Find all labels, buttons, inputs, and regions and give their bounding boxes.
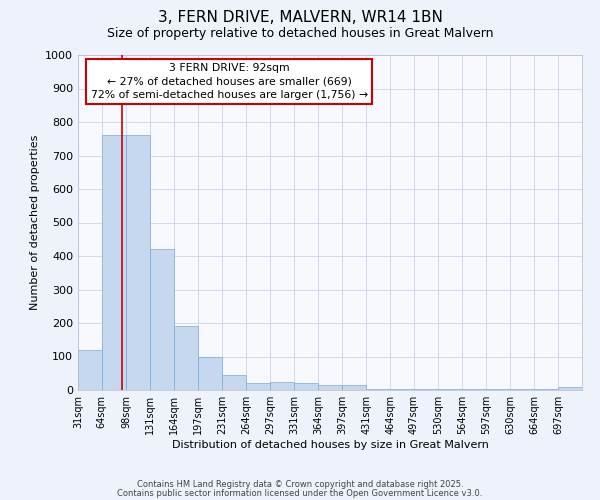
Bar — [222, 375, 246, 390]
Bar — [197, 356, 222, 390]
Bar — [318, 385, 342, 390]
Bar — [127, 136, 150, 390]
Text: 3 FERN DRIVE: 92sqm
← 27% of detached houses are smaller (669)
72% of semi-detac: 3 FERN DRIVE: 92sqm ← 27% of detached ho… — [91, 64, 368, 100]
X-axis label: Distribution of detached houses by size in Great Malvern: Distribution of detached houses by size … — [172, 440, 488, 450]
Bar — [295, 384, 318, 390]
Text: Contains public sector information licensed under the Open Government Licence v3: Contains public sector information licen… — [118, 488, 482, 498]
Bar — [150, 250, 174, 390]
Bar — [102, 136, 127, 390]
Bar — [414, 389, 438, 390]
Bar — [246, 384, 270, 390]
Bar — [558, 388, 582, 390]
Text: Contains HM Land Registry data © Crown copyright and database right 2025.: Contains HM Land Registry data © Crown c… — [137, 480, 463, 489]
Bar — [78, 350, 102, 390]
Y-axis label: Number of detached properties: Number of detached properties — [29, 135, 40, 310]
Bar — [270, 382, 295, 390]
Bar — [486, 389, 510, 390]
Bar — [174, 326, 197, 390]
Text: 3, FERN DRIVE, MALVERN, WR14 1BN: 3, FERN DRIVE, MALVERN, WR14 1BN — [158, 10, 442, 25]
Bar — [390, 389, 414, 390]
Bar — [367, 389, 390, 390]
Bar — [342, 385, 367, 390]
Bar — [510, 389, 535, 390]
Bar — [463, 389, 486, 390]
Bar — [535, 389, 558, 390]
Bar — [438, 389, 463, 390]
Text: Size of property relative to detached houses in Great Malvern: Size of property relative to detached ho… — [107, 28, 493, 40]
